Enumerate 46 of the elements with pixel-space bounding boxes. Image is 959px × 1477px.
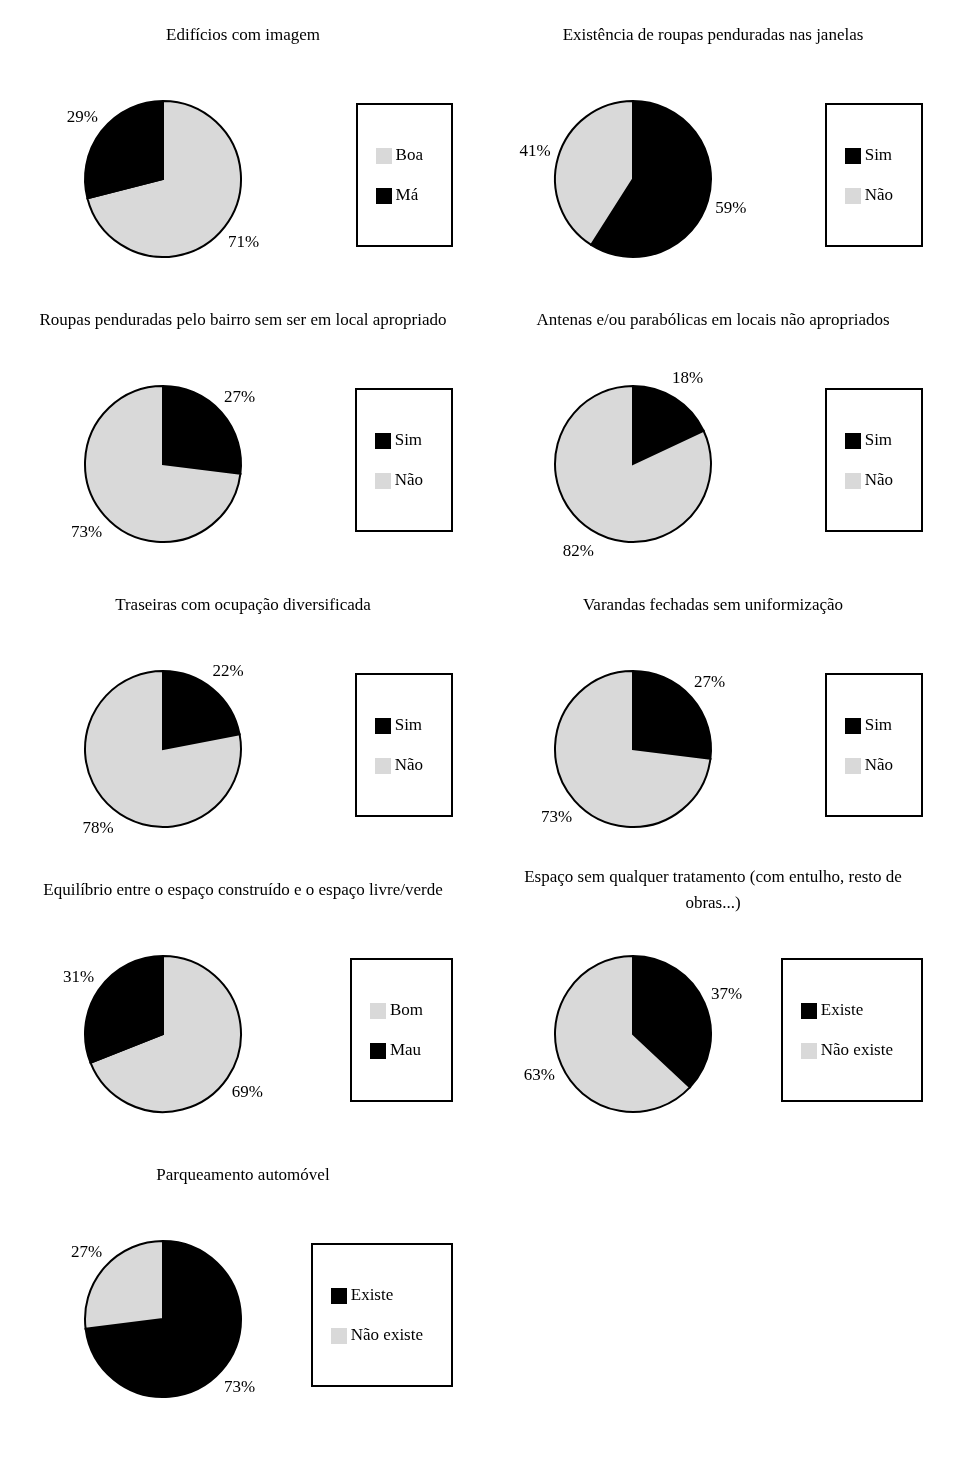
data-label: 37% [711,983,743,1003]
chart-title: Existência de roupas penduradas nas janelas [561,24,865,46]
chart-title: Equilíbrio entre o espaço construído e o espaço livre/verde [42,879,444,901]
data-label: 31% [63,967,95,987]
legend-label: Não [864,754,893,774]
data-label: 69% [231,1081,263,1101]
chart-title: Edifícios com imagem [165,24,321,46]
data-label: 27% [70,1242,103,1262]
chart-title: Roupas penduradas pelo bairro sem ser em local apropriado [38,309,448,331]
legend-label: Boa [395,144,423,164]
chart-title: Varandas fechadas sem uniformização [581,594,845,616]
data-label: 27% [223,387,256,407]
chart-title: Espaço sem qualquer tratamento (com entulho, resto de obras...) [523,866,903,914]
chart-title: Traseiras com ocupação diversificada [114,594,372,616]
legend-label: Não [864,184,893,204]
legend-label: Sim [394,429,423,449]
data-label: 63% [523,1065,555,1085]
data-label: 29% [66,106,98,126]
data-label: 22% [212,660,244,680]
data-label: 73% [540,806,573,826]
data-label: 27% [693,672,726,692]
data-label: 18% [672,368,704,388]
legend-label: Bom [389,999,423,1019]
chart-title: Antenas e/ou parabólicas em locais não apropriados [535,309,891,331]
chart-title: Parqueamento automóvel [155,1164,331,1186]
data-label: 78% [82,818,114,838]
legend-label: Sim [864,144,893,164]
data-label: 71% [228,232,260,252]
legend-label: Má [395,184,419,204]
data-label: 73% [70,521,103,541]
legend-label: Não existe [820,1039,893,1059]
legend-label: Sim [394,714,423,734]
legend-label: Não existe [350,1324,423,1344]
data-label: 41% [519,141,551,161]
legend-label: Mau [389,1039,422,1059]
legend-label: Não [394,754,423,774]
legend-label: Existe [350,1284,394,1304]
legend-label: Sim [864,714,893,734]
data-label: 59% [715,197,747,217]
data-label: 82% [562,540,594,560]
legend-label: Sim [864,429,893,449]
data-label: 73% [223,1376,256,1396]
legend-label: Existe [820,999,864,1019]
legend-label: Não [394,469,423,489]
pie-slice [554,385,712,543]
legend-label: Não [864,469,893,489]
